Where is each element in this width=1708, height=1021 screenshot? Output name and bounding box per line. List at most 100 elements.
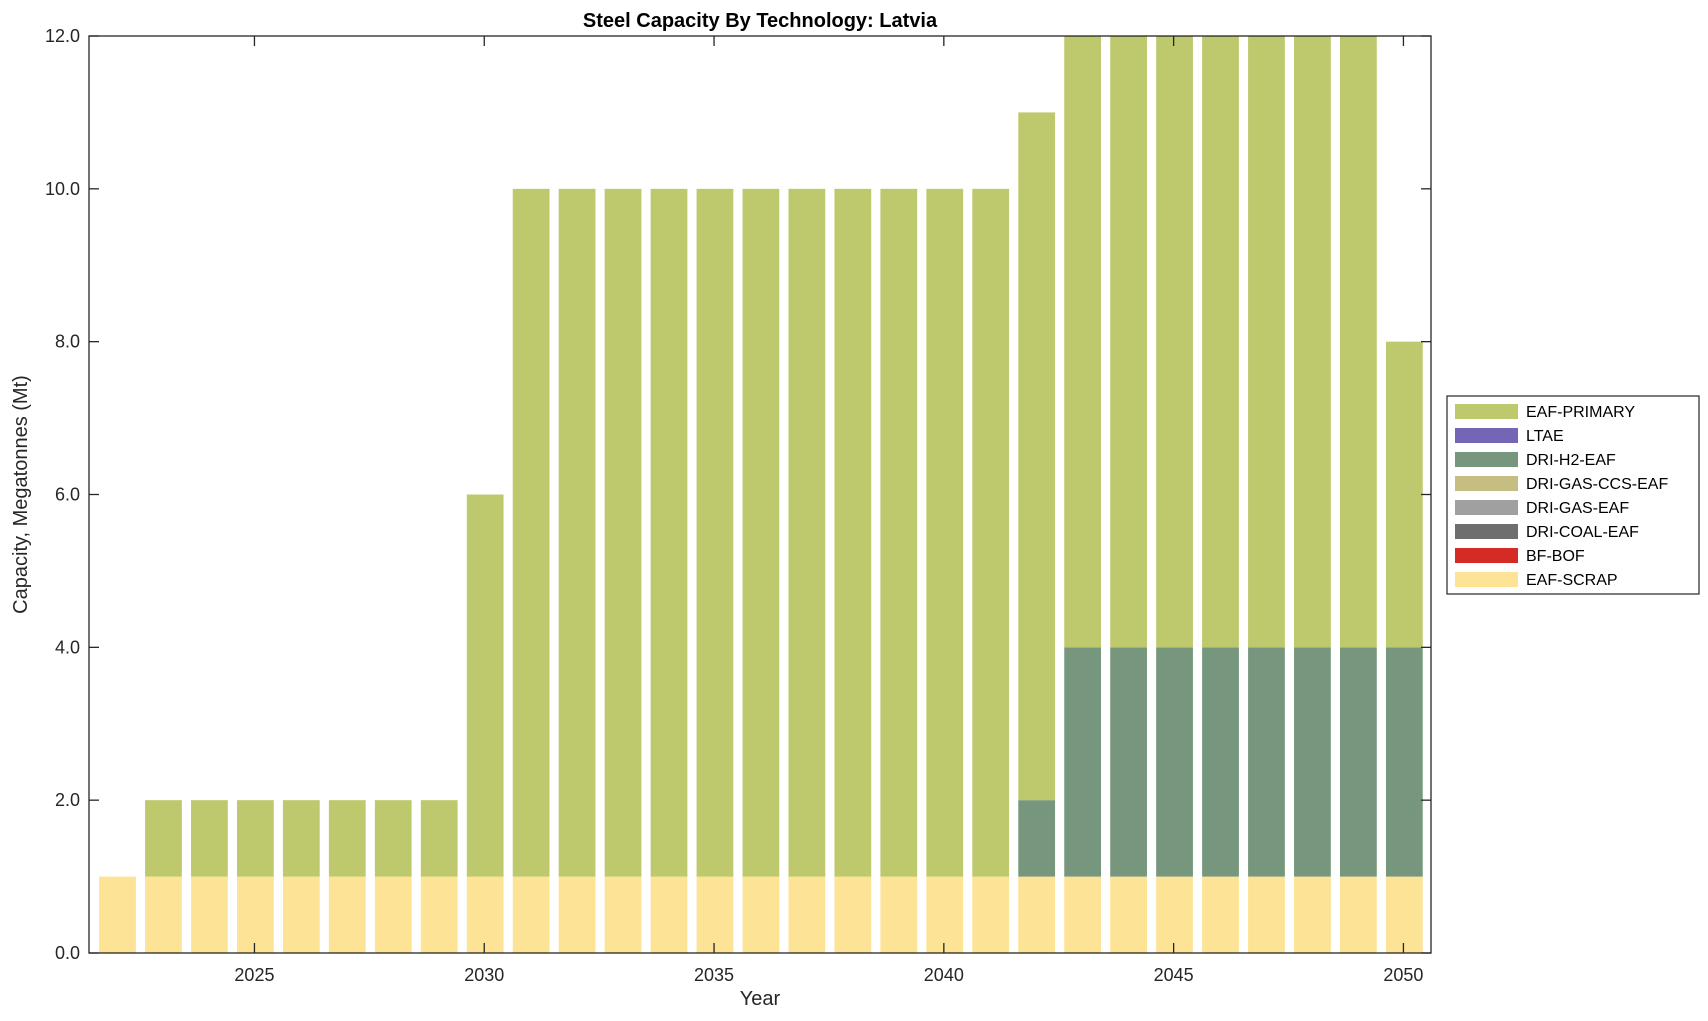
bar-dri-h2-eaf-2043 <box>1064 647 1102 877</box>
bar-eaf-scrap-2036 <box>742 876 780 953</box>
legend-label-ltae: LTAE <box>1526 428 1564 445</box>
bar-eaf-primary-2045 <box>1156 36 1193 648</box>
bar-eaf-primary-2040 <box>926 188 964 877</box>
x-axis-label: Year <box>740 988 781 1010</box>
bar-eaf-scrap-2047 <box>1248 876 1285 953</box>
bar-eaf-primary-2024 <box>191 800 228 877</box>
x-axis: 2025 2030 2035 2040 2045 2050 <box>234 36 1423 985</box>
bar-eaf-primary-2044 <box>1110 36 1147 648</box>
bar-dri-h2-eaf-2044 <box>1110 647 1147 877</box>
bar-dri-h2-eaf-2050 <box>1385 647 1423 877</box>
bar-dri-h2-eaf-2049 <box>1340 647 1377 877</box>
y-tick-label: 8.0 <box>55 332 80 352</box>
bar-eaf-scrap-2029 <box>420 876 458 953</box>
bar-eaf-primary-2028 <box>374 800 412 877</box>
bar-eaf-primary-2025 <box>236 800 274 877</box>
legend-swatch-eaf-scrap <box>1455 572 1518 587</box>
legend-swatch-dri-coal-eaf <box>1455 524 1518 539</box>
bar-eaf-scrap-2049 <box>1340 876 1377 953</box>
bar-eaf-scrap-2022 <box>99 876 136 953</box>
bar-eaf-primary-2037 <box>788 188 826 877</box>
y-tick-label: 4.0 <box>55 637 80 657</box>
bar-eaf-scrap-2048 <box>1294 876 1331 953</box>
bar-eaf-scrap-2035 <box>696 876 734 953</box>
legend-label-dri-gas-eaf: DRI-GAS-EAF <box>1526 500 1629 517</box>
bar-eaf-primary-2041 <box>972 188 1010 877</box>
bar-eaf-scrap-2050 <box>1385 876 1423 953</box>
bar-eaf-primary-2043 <box>1064 36 1102 648</box>
bar-eaf-primary-2027 <box>328 800 366 877</box>
bar-dri-h2-eaf-2048 <box>1294 647 1331 877</box>
legend-swatch-dri-gas-ccs-eaf <box>1455 476 1518 491</box>
bar-eaf-primary-2029 <box>420 800 458 877</box>
bar-eaf-scrap-2032 <box>558 876 596 953</box>
bar-eaf-scrap-2026 <box>282 876 320 953</box>
bar-eaf-primary-2049 <box>1340 36 1377 648</box>
bar-eaf-primary-2031 <box>512 188 550 877</box>
bar-eaf-scrap-2041 <box>972 876 1010 953</box>
bar-eaf-primary-2032 <box>558 188 596 877</box>
legend-label-bf-bof: BF-BOF <box>1526 548 1585 565</box>
bar-eaf-scrap-2025 <box>236 876 274 953</box>
x-tick-label: 2050 <box>1383 965 1423 985</box>
bar-eaf-scrap-2046 <box>1202 876 1239 953</box>
legend-swatch-dri-gas-eaf <box>1455 500 1518 515</box>
bar-eaf-scrap-2034 <box>650 876 688 953</box>
y-tick-label: 12.0 <box>45 26 80 46</box>
y-tick-label: 0.0 <box>55 943 80 963</box>
y-axis: 0.0 2.0 4.0 6.0 8.0 10.0 12.0 <box>45 26 1431 963</box>
bar-eaf-scrap-2038 <box>834 876 872 953</box>
bar-eaf-primary-2023 <box>145 800 182 877</box>
legend-label-dri-coal-eaf: DRI-COAL-EAF <box>1526 524 1639 541</box>
bar-eaf-primary-2046 <box>1202 36 1239 648</box>
bar-eaf-primary-2042 <box>1018 112 1056 801</box>
bars-layer <box>99 36 1423 953</box>
bar-eaf-scrap-2027 <box>328 876 366 953</box>
bar-eaf-primary-2038 <box>834 188 872 877</box>
y-tick-label: 6.0 <box>55 485 80 505</box>
x-tick-label: 2025 <box>234 965 274 985</box>
bar-eaf-primary-2026 <box>282 800 320 877</box>
bar-eaf-primary-2036 <box>742 188 780 877</box>
bar-eaf-scrap-2045 <box>1156 876 1193 953</box>
bar-eaf-scrap-2028 <box>374 876 412 953</box>
bar-dri-h2-eaf-2046 <box>1202 647 1239 877</box>
bar-dri-h2-eaf-2047 <box>1248 647 1285 877</box>
bar-eaf-primary-2030 <box>466 494 504 877</box>
bar-eaf-scrap-2031 <box>512 876 550 953</box>
bar-eaf-primary-2034 <box>650 188 688 877</box>
bar-eaf-scrap-2043 <box>1064 876 1102 953</box>
bar-eaf-scrap-2039 <box>880 876 918 953</box>
bar-eaf-primary-2039 <box>880 188 918 877</box>
bar-eaf-primary-2050 <box>1385 341 1423 648</box>
legend: EAF-PRIMARY LTAE DRI-H2-EAF DRI-GAS-CCS-EAF… <box>1446 395 1700 595</box>
legend-label-dri-gas-ccs-eaf: DRI-GAS-CCS-EAF <box>1526 476 1668 493</box>
bar-eaf-scrap-2040 <box>926 876 964 953</box>
chart-title: Steel Capacity By Technology: Latvia <box>583 10 938 32</box>
bar-dri-h2-eaf-2045 <box>1156 647 1193 877</box>
x-tick-label: 2045 <box>1154 965 1194 985</box>
x-tick-label: 2030 <box>464 965 504 985</box>
legend-swatch-eaf-primary <box>1455 404 1518 419</box>
bar-eaf-scrap-2024 <box>191 876 228 953</box>
bar-eaf-scrap-2042 <box>1018 876 1056 953</box>
bar-eaf-scrap-2037 <box>788 876 826 953</box>
y-tick-label: 2.0 <box>55 790 80 810</box>
bar-eaf-scrap-2044 <box>1110 876 1147 953</box>
bar-eaf-scrap-2033 <box>604 876 642 953</box>
y-tick-label: 10.0 <box>45 179 80 199</box>
bar-eaf-scrap-2023 <box>145 876 182 953</box>
bar-eaf-primary-2047 <box>1248 36 1285 648</box>
bar-eaf-primary-2035 <box>696 188 734 877</box>
legend-label-dri-h2-eaf: DRI-H2-EAF <box>1526 452 1616 469</box>
bar-dri-h2-eaf-2042 <box>1018 800 1056 877</box>
legend-swatch-ltae <box>1455 428 1518 443</box>
legend-swatch-dri-h2-eaf <box>1455 452 1518 467</box>
x-tick-label: 2035 <box>694 965 734 985</box>
legend-swatch-bf-bof <box>1455 548 1518 563</box>
legend-label-eaf-scrap: EAF-SCRAP <box>1526 572 1618 589</box>
bar-eaf-primary-2048 <box>1294 36 1331 648</box>
legend-label-eaf-primary: EAF-PRIMARY <box>1526 404 1635 421</box>
x-tick-label: 2040 <box>924 965 964 985</box>
